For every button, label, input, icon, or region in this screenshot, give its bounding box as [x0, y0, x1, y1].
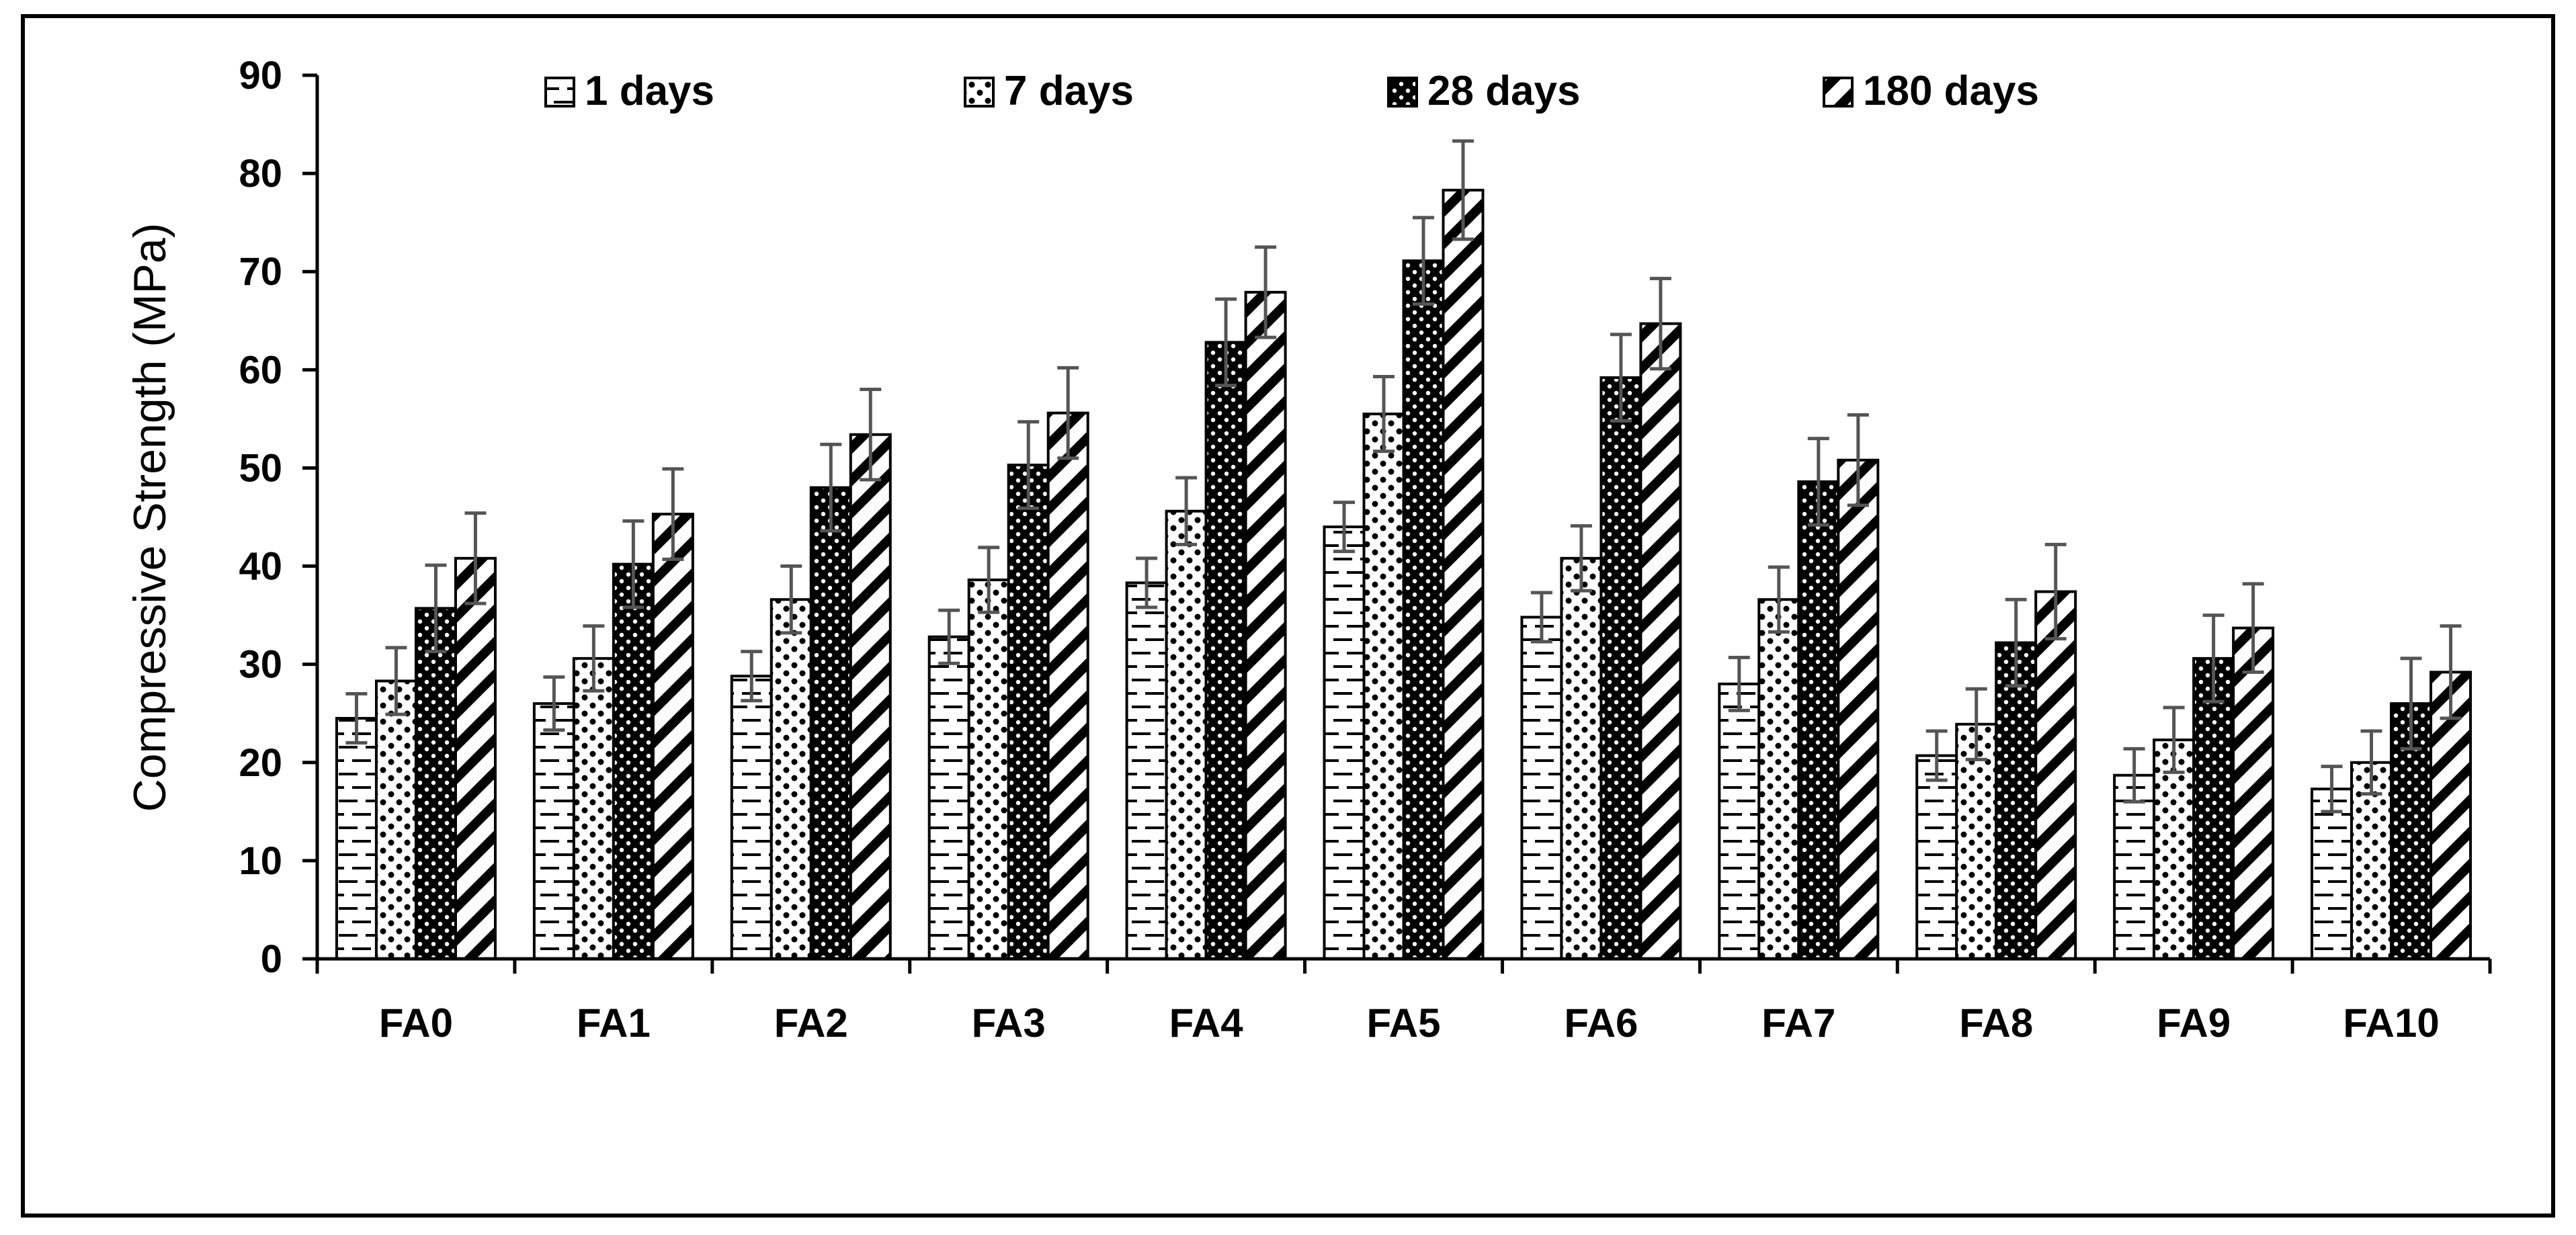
bar — [2311, 787, 2354, 960]
bar — [1995, 641, 2038, 960]
bar — [1402, 259, 1445, 960]
x-category-label: FA8 — [1959, 1000, 2033, 1046]
bar — [1362, 413, 1405, 960]
bar — [1599, 376, 1643, 960]
legend-swatch — [964, 77, 995, 108]
y-tick-label: 20 — [239, 741, 282, 785]
bar — [1915, 754, 1958, 961]
y-tick-label: 80 — [239, 152, 282, 196]
bar — [1165, 509, 1208, 960]
bar — [809, 486, 852, 960]
bar — [2232, 626, 2275, 960]
x-category-label: FA2 — [774, 1000, 848, 1046]
legend-swatch — [544, 77, 575, 108]
y-tick-label: 0 — [261, 937, 282, 981]
y-tick-label: 50 — [239, 446, 282, 490]
x-category-label: FA5 — [1366, 1000, 1440, 1046]
bar — [1204, 341, 1247, 960]
legend-swatch — [1387, 77, 1418, 108]
x-category-label: FA9 — [2157, 1000, 2231, 1046]
y-tick-label: 90 — [239, 54, 282, 97]
bar — [1560, 556, 1603, 960]
bar — [1046, 411, 1089, 960]
bar — [1125, 581, 1168, 960]
legend-label: 180 days — [1863, 68, 2039, 114]
bar — [1797, 480, 1840, 960]
y-tick-label: 40 — [239, 545, 282, 589]
bar — [454, 556, 497, 960]
bar — [414, 607, 457, 960]
bar — [612, 562, 655, 960]
x-category-label: FA7 — [1761, 1000, 1835, 1046]
bar — [2034, 590, 2077, 960]
bar — [374, 679, 417, 960]
x-category-label: FA10 — [2343, 1000, 2439, 1046]
bar — [1639, 322, 1682, 960]
y-tick-label: 10 — [239, 839, 282, 883]
legend-swatch — [1823, 77, 1854, 108]
bar — [849, 433, 892, 960]
bar — [1718, 682, 1761, 961]
bar — [1837, 458, 1880, 960]
bar — [967, 579, 1010, 960]
bar — [927, 635, 970, 960]
x-category-label: FA4 — [1169, 1000, 1244, 1046]
bar — [730, 675, 773, 960]
y-tick-label: 60 — [239, 348, 282, 392]
bar — [651, 513, 694, 960]
bar — [1323, 525, 1366, 960]
bar — [1007, 464, 1050, 960]
bar — [1757, 598, 1800, 960]
bar — [532, 702, 575, 960]
bar — [335, 717, 378, 961]
bar — [1520, 615, 1563, 960]
legend-label: 28 days — [1427, 68, 1581, 114]
y-tick-label: 30 — [239, 643, 282, 687]
legend-label: 7 days — [1004, 68, 1134, 114]
bar — [770, 598, 813, 960]
bar — [572, 656, 615, 961]
x-category-label: FA1 — [577, 1000, 651, 1046]
y-axis-title: Compressive Strength (MPa) — [124, 223, 175, 812]
bar — [1244, 290, 1287, 960]
bar — [2192, 656, 2235, 961]
y-tick-label: 70 — [239, 250, 282, 294]
x-category-label: FA0 — [379, 1000, 453, 1046]
x-category-label: FA3 — [972, 1000, 1046, 1046]
x-category-label: FA6 — [1564, 1000, 1638, 1046]
legend-label: 1 days — [585, 68, 714, 114]
bar — [1442, 188, 1485, 961]
